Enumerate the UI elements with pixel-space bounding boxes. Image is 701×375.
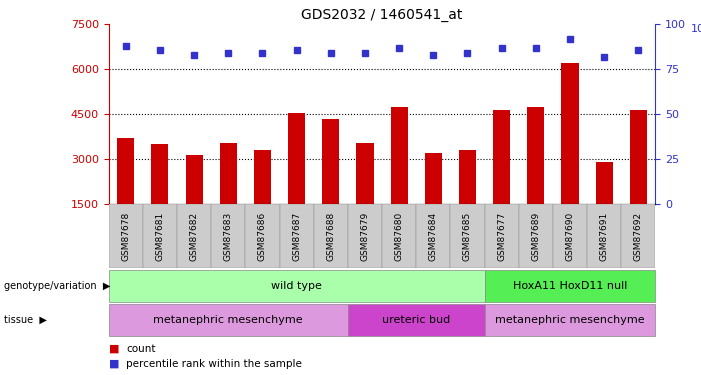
Bar (416, 204, 451, 268)
Bar (211, 204, 245, 268)
Bar (587, 204, 621, 268)
Bar (390, 107, 408, 204)
Text: GSM87690: GSM87690 (566, 211, 575, 261)
Bar (143, 204, 177, 268)
Bar (322, 119, 339, 204)
Text: count: count (126, 344, 156, 354)
Text: percentile rank within the sample: percentile rank within the sample (126, 359, 302, 369)
Bar (254, 150, 271, 204)
Bar (621, 204, 655, 268)
Text: ■: ■ (109, 359, 119, 369)
Text: HoxA11 HoxD11 null: HoxA11 HoxD11 null (513, 281, 627, 291)
Bar (288, 113, 305, 204)
Bar (425, 153, 442, 204)
Bar (382, 204, 416, 268)
Text: GSM87682: GSM87682 (189, 211, 198, 261)
Text: GSM87679: GSM87679 (360, 211, 369, 261)
Text: GSM87677: GSM87677 (497, 211, 506, 261)
Text: GSM87686: GSM87686 (258, 211, 267, 261)
Bar (484, 204, 519, 268)
Text: tissue  ▶: tissue ▶ (4, 315, 46, 325)
Bar (356, 143, 374, 204)
Text: GSM87685: GSM87685 (463, 211, 472, 261)
Text: GSM87687: GSM87687 (292, 211, 301, 261)
Text: GSM87683: GSM87683 (224, 211, 233, 261)
Text: ureteric bud: ureteric bud (382, 315, 450, 325)
Text: genotype/variation  ▶: genotype/variation ▶ (4, 281, 110, 291)
Bar (151, 144, 168, 204)
Bar (629, 110, 647, 204)
Bar (562, 63, 578, 204)
Bar (493, 110, 510, 204)
Bar (219, 143, 237, 204)
Text: 100%: 100% (691, 24, 701, 34)
Text: GSM87681: GSM87681 (156, 211, 165, 261)
Title: GDS2032 / 1460541_at: GDS2032 / 1460541_at (301, 8, 463, 22)
Text: GSM87691: GSM87691 (599, 211, 608, 261)
Bar (109, 204, 143, 268)
Text: GSM87684: GSM87684 (429, 211, 438, 261)
Text: GSM87680: GSM87680 (395, 211, 404, 261)
Bar (596, 162, 613, 204)
Bar (186, 155, 203, 204)
Bar (117, 138, 135, 204)
Bar (177, 204, 211, 268)
Text: GSM87688: GSM87688 (326, 211, 335, 261)
Text: GSM87692: GSM87692 (634, 211, 643, 261)
Text: GSM87689: GSM87689 (531, 211, 540, 261)
Bar (451, 204, 484, 268)
Bar (280, 204, 314, 268)
Bar (314, 204, 348, 268)
Text: metanephric mesenchyme: metanephric mesenchyme (495, 315, 645, 325)
Text: GSM87678: GSM87678 (121, 211, 130, 261)
Bar (245, 204, 280, 268)
Bar (553, 204, 587, 268)
Bar (519, 204, 553, 268)
Bar (527, 107, 545, 204)
Bar (459, 150, 476, 204)
Text: wild type: wild type (271, 281, 322, 291)
Bar (348, 204, 382, 268)
Text: ■: ■ (109, 344, 119, 354)
Text: metanephric mesenchyme: metanephric mesenchyme (154, 315, 303, 325)
